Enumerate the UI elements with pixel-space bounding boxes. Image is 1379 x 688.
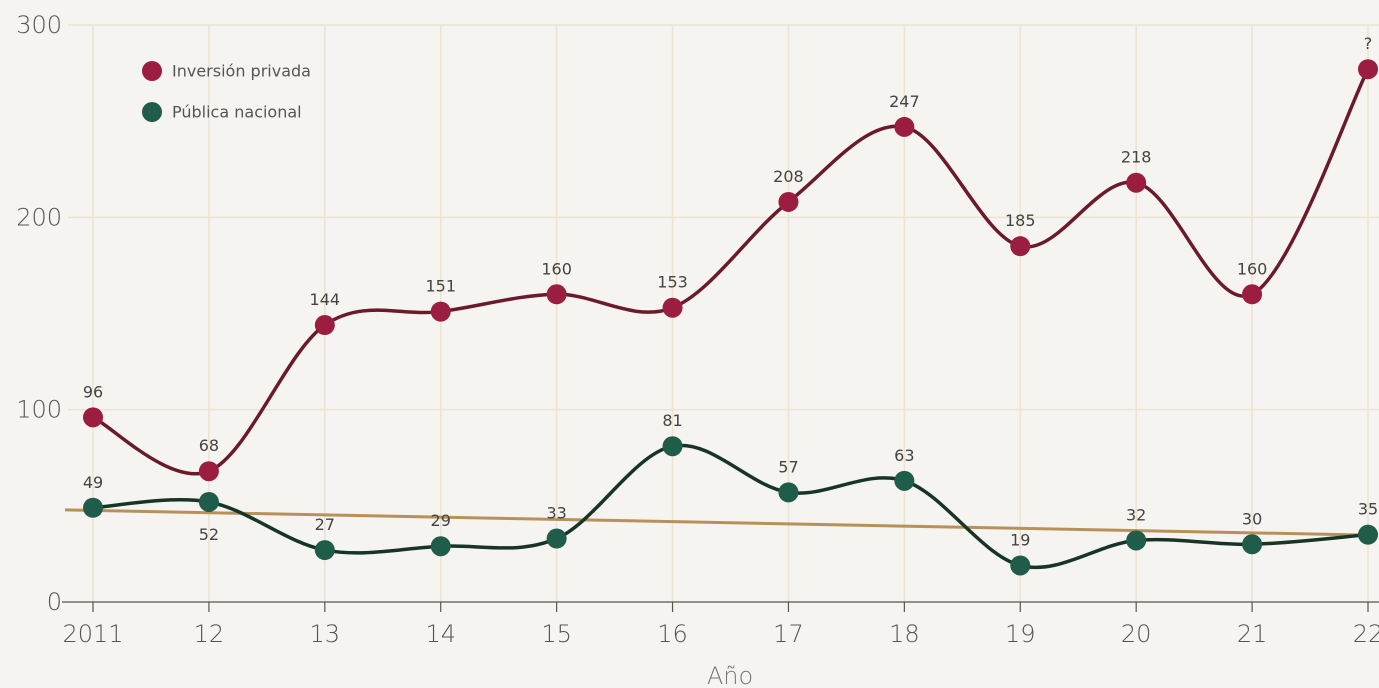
data-point bbox=[314, 540, 335, 561]
data-point bbox=[1010, 555, 1031, 576]
data-point bbox=[430, 536, 451, 557]
data-label: 208 bbox=[773, 167, 804, 186]
x-tick-label: 13 bbox=[310, 620, 341, 648]
x-tick-label: 20 bbox=[1121, 620, 1152, 648]
data-label: 185 bbox=[1005, 211, 1036, 230]
data-point bbox=[894, 116, 915, 137]
data-label: 33 bbox=[546, 504, 566, 523]
y-tick-label: 200 bbox=[16, 203, 62, 231]
data-label: 151 bbox=[425, 277, 456, 296]
data-point bbox=[1242, 284, 1263, 305]
data-label: 32 bbox=[1126, 505, 1146, 524]
data-point bbox=[1126, 172, 1147, 193]
data-point bbox=[198, 491, 219, 512]
data-point bbox=[83, 497, 103, 518]
data-label: 63 bbox=[894, 446, 914, 465]
data-point bbox=[83, 407, 103, 428]
data-label: 19 bbox=[1010, 530, 1030, 549]
y-tick-label: 0 bbox=[47, 588, 62, 616]
data-label: 30 bbox=[1242, 509, 1262, 528]
data-label: 52 bbox=[199, 525, 219, 544]
data-point bbox=[430, 301, 451, 322]
data-label: 153 bbox=[657, 273, 688, 292]
data-point bbox=[1242, 534, 1263, 555]
data-label: ? bbox=[1364, 34, 1373, 53]
data-label: 81 bbox=[662, 411, 682, 430]
legend-marker bbox=[142, 102, 162, 122]
x-tick-label: 21 bbox=[1237, 620, 1268, 648]
legend-marker bbox=[142, 61, 162, 81]
x-tick-label: 22 bbox=[1353, 620, 1379, 648]
x-tick-label: 2011 bbox=[62, 620, 123, 648]
y-tick-label: 300 bbox=[16, 11, 62, 39]
series-line bbox=[92, 68, 1370, 476]
data-label: 68 bbox=[199, 436, 219, 455]
data-point bbox=[778, 482, 799, 503]
data-point bbox=[1358, 59, 1378, 80]
data-label: 35 bbox=[1358, 500, 1378, 519]
data-point bbox=[662, 297, 683, 318]
data-point bbox=[1358, 524, 1378, 545]
legend-label: Pública nacional bbox=[172, 103, 302, 122]
data-label: 96 bbox=[83, 382, 103, 401]
data-point bbox=[894, 470, 915, 491]
data-point bbox=[662, 436, 683, 457]
legend-label: Inversión privada bbox=[172, 62, 311, 81]
x-tick-label: 18 bbox=[889, 620, 920, 648]
x-axis-label: Año bbox=[707, 662, 753, 688]
data-label: 57 bbox=[778, 457, 798, 476]
x-tick-label: 15 bbox=[541, 620, 572, 648]
x-tick-label: 19 bbox=[1005, 620, 1036, 648]
data-point bbox=[198, 461, 219, 482]
data-label: 29 bbox=[431, 511, 451, 530]
data-point bbox=[1126, 530, 1147, 551]
data-point bbox=[546, 284, 567, 305]
x-tick-label: 16 bbox=[657, 620, 688, 648]
data-label: 247 bbox=[889, 92, 920, 111]
y-tick-label: 100 bbox=[16, 396, 62, 424]
data-label: 160 bbox=[1237, 259, 1268, 278]
trend-line bbox=[64, 508, 1369, 537]
data-label: 49 bbox=[83, 473, 103, 492]
data-point bbox=[1010, 236, 1031, 257]
x-tick-label: 14 bbox=[425, 620, 456, 648]
data-point bbox=[778, 191, 799, 212]
x-tick-label: 17 bbox=[773, 620, 804, 648]
data-label: 144 bbox=[310, 290, 341, 309]
x-tick-label: 12 bbox=[194, 620, 225, 648]
data-point bbox=[546, 528, 567, 549]
data-point bbox=[314, 315, 335, 336]
data-label: 218 bbox=[1121, 148, 1152, 167]
data-label: 160 bbox=[541, 259, 572, 278]
data-label: 27 bbox=[315, 515, 335, 534]
